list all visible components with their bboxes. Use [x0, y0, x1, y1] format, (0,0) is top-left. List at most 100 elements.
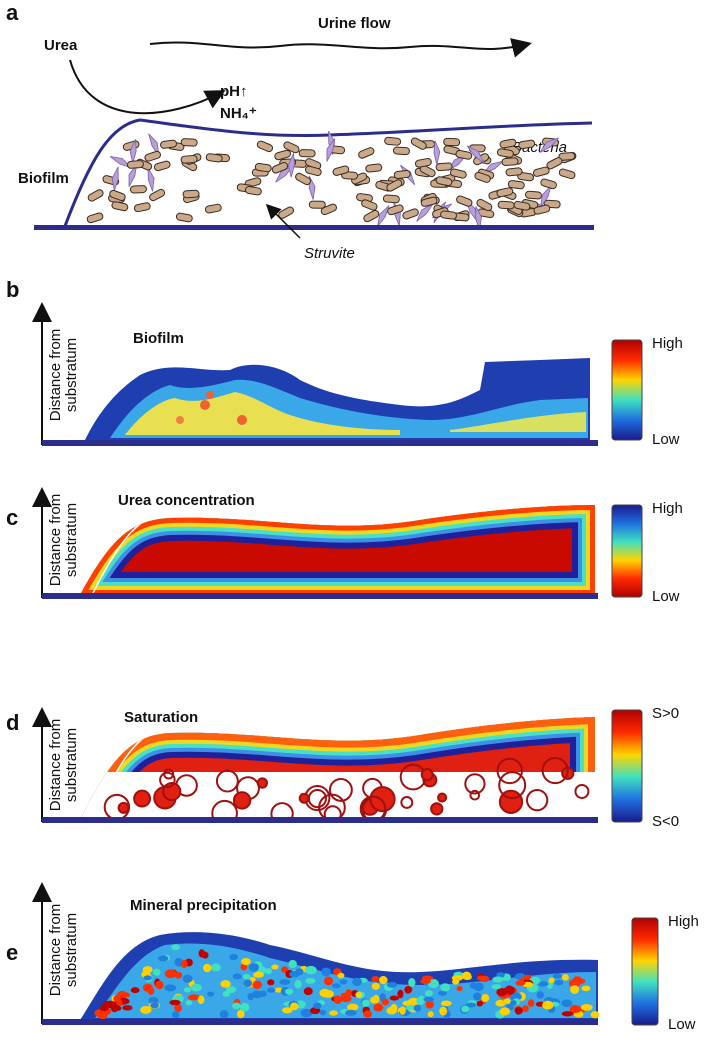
bacterium	[180, 138, 198, 147]
precipitate	[439, 1006, 448, 1016]
y-axis-label: substratum	[63, 338, 80, 412]
struvite-crystal	[287, 153, 295, 178]
precipitate-ring	[298, 792, 310, 804]
precipitate	[232, 973, 242, 980]
bacterium	[474, 171, 491, 183]
y-axis-label: Distance from	[47, 329, 64, 422]
panel-label: a	[6, 0, 19, 25]
struvite-crystal	[147, 167, 155, 192]
precipitate	[340, 995, 352, 1003]
precipitate	[356, 991, 363, 999]
precipitate	[219, 1010, 229, 1019]
bacterium	[435, 162, 453, 172]
bacterium	[274, 149, 291, 161]
bacterium	[525, 190, 542, 200]
precipitate	[331, 983, 341, 989]
bacterium	[298, 149, 316, 158]
precipitate-ring	[117, 801, 130, 814]
precipitate	[386, 981, 398, 988]
precipitate	[492, 976, 504, 983]
precipitate	[152, 968, 161, 976]
panel-label: d	[6, 710, 19, 735]
precipitate	[561, 1011, 574, 1017]
precipitate	[337, 972, 345, 979]
precipitate	[285, 988, 294, 995]
precipitate	[248, 963, 260, 972]
precipitate-ring	[215, 769, 239, 793]
bacterium	[546, 157, 563, 170]
precipitate	[527, 999, 535, 1007]
precipitate	[169, 999, 181, 1006]
y-axis-label: Distance from	[47, 494, 64, 587]
precipitate-ring	[496, 757, 523, 785]
bacterium	[532, 166, 550, 177]
precipitate-ring	[359, 795, 387, 820]
precipitate	[548, 977, 555, 984]
bacterium	[505, 167, 523, 177]
bacterium	[180, 155, 198, 164]
precipitate	[147, 987, 155, 996]
precipitate	[561, 999, 573, 1008]
precipitate	[202, 951, 209, 959]
bacterium	[456, 195, 473, 207]
bacterium	[410, 137, 427, 150]
struvite-crystal	[466, 145, 485, 164]
precipitate-ring	[133, 789, 152, 808]
bacterium	[435, 176, 453, 187]
bacterium	[443, 137, 461, 147]
bacterium	[254, 162, 272, 173]
precipitate	[554, 979, 564, 986]
flow-arrow	[149, 38, 532, 58]
precipitate-ring	[159, 771, 176, 789]
bacterium	[86, 212, 104, 224]
precipitate	[155, 980, 164, 990]
precipitate	[174, 1004, 183, 1012]
struvite-crystal	[129, 139, 137, 164]
precipitate	[536, 991, 544, 999]
bacterium	[244, 186, 262, 196]
precipitate	[461, 971, 472, 981]
precipitate	[232, 1002, 241, 1010]
substratum	[42, 593, 598, 599]
bacterium	[361, 199, 378, 211]
precipitate	[408, 978, 416, 987]
bacterium	[305, 165, 322, 177]
precipitate	[319, 988, 331, 998]
precipitate-ring	[541, 756, 569, 785]
precipitate	[164, 984, 177, 992]
precipitate	[220, 980, 231, 988]
bacterium	[440, 210, 458, 220]
precipitate	[323, 976, 334, 986]
bacterium	[449, 168, 467, 179]
precipitate	[476, 1000, 483, 1007]
precipitate	[361, 999, 370, 1007]
substratum	[42, 1019, 598, 1025]
bacterium	[455, 149, 473, 160]
y-axis-label: substratum	[63, 728, 80, 802]
bacterium	[363, 209, 380, 223]
biofilm-outline	[63, 118, 593, 227]
bacterium	[507, 180, 525, 190]
precipitate-ring	[437, 792, 448, 803]
precipitate-ring	[430, 802, 444, 816]
precipitate	[321, 967, 332, 977]
struvite-arrow	[265, 203, 301, 239]
ph-label: pH↑	[220, 83, 248, 100]
precipitate	[440, 983, 451, 992]
urea-heatmap	[80, 505, 595, 595]
precipitate	[182, 974, 193, 983]
precipitate-ring	[400, 796, 414, 809]
precipitate	[420, 978, 432, 984]
y-axis-label: substratum	[63, 913, 80, 987]
struvite-label: Struvite	[304, 245, 355, 262]
struvite-crystal	[539, 137, 559, 154]
precipitate	[143, 975, 152, 981]
scale-high-label: S>0	[652, 705, 679, 722]
scale-low-label: S<0	[652, 813, 679, 830]
bacterium	[533, 204, 551, 215]
precipitate	[142, 966, 153, 973]
precipitate	[473, 992, 482, 1001]
bacterium	[87, 189, 104, 202]
precipitate	[251, 990, 263, 999]
precipitate	[481, 993, 490, 1003]
